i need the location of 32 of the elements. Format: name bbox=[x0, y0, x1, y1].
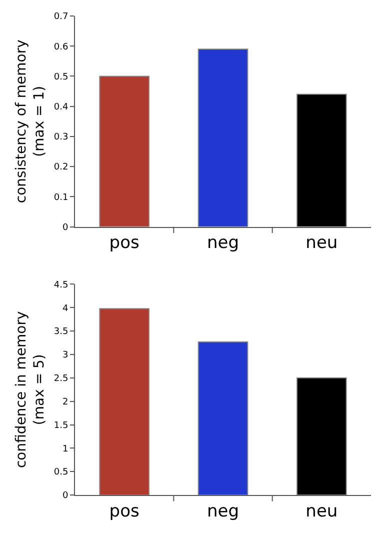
x-tick-label: pos bbox=[109, 233, 140, 254]
y-tick-label: 0 bbox=[62, 222, 68, 233]
y-tick-label: 0.2 bbox=[54, 162, 68, 173]
y-tick-label: 1 bbox=[62, 444, 68, 454]
x-tick-label: neg bbox=[206, 501, 240, 522]
x-tick-label: neu bbox=[306, 501, 338, 522]
y-tick-label: 4 bbox=[62, 304, 68, 314]
y-tick-label: 0.6 bbox=[54, 42, 68, 52]
bar bbox=[296, 377, 347, 495]
bar bbox=[296, 94, 347, 227]
bar bbox=[99, 308, 150, 495]
y-tick-label: 0 bbox=[62, 491, 68, 502]
y-tick-label: 0.5 bbox=[54, 72, 68, 82]
bar bbox=[198, 341, 248, 495]
y-tick-label: 1.5 bbox=[54, 420, 68, 431]
bar bbox=[198, 48, 248, 227]
x-tick-label: neg bbox=[206, 233, 240, 254]
y-tick-label: 4.5 bbox=[54, 280, 68, 290]
bar bbox=[99, 76, 150, 227]
y-tick-label: 3.5 bbox=[54, 327, 68, 338]
x-tick-label: neu bbox=[306, 233, 338, 254]
y-axis-title: confidence in memory (max = 5) bbox=[13, 311, 48, 468]
x-tick-label: pos bbox=[109, 501, 140, 522]
y-tick-label: 2 bbox=[62, 397, 68, 408]
y-tick-label: 2.5 bbox=[54, 374, 68, 384]
y-tick-label: 3 bbox=[62, 350, 68, 361]
y-tick-label: 0.5 bbox=[54, 468, 68, 478]
y-tick-label: 0.1 bbox=[54, 192, 68, 203]
y-tick-label: 0.3 bbox=[54, 132, 68, 143]
y-tick-label: 0.7 bbox=[54, 12, 68, 22]
y-axis-title: consistency of memory (max = 1) bbox=[13, 40, 48, 204]
y-tick-label: 0.4 bbox=[54, 102, 68, 112]
